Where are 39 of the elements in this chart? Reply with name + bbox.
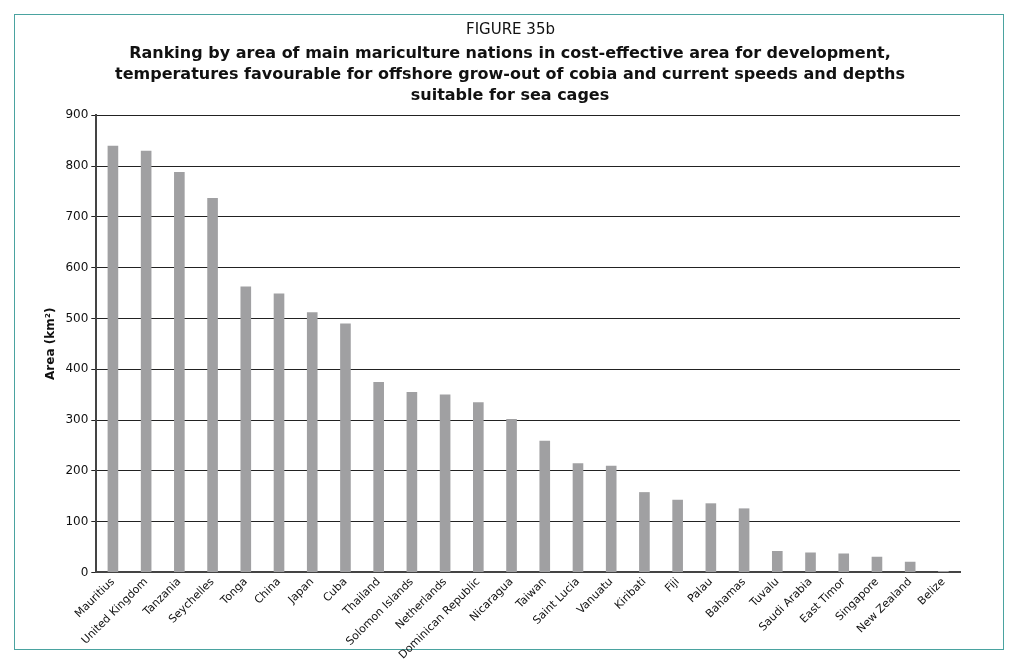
- y-tick-label: 700: [65, 208, 89, 223]
- bar: [373, 381, 384, 572]
- bar: [506, 418, 517, 572]
- chart-title: FIGURE 35b: [465, 20, 556, 38]
- bar: [838, 553, 850, 572]
- y-tick-label: 600: [65, 259, 89, 274]
- bar: [306, 312, 318, 572]
- bar: [605, 465, 617, 572]
- y-tick-label: 900: [65, 107, 89, 122]
- y-tick-label: 0: [80, 564, 89, 579]
- bar: [572, 463, 584, 572]
- bar: [240, 286, 252, 572]
- bar: [140, 150, 152, 572]
- bar: [539, 440, 551, 572]
- chart-subtitle: Ranking by area of main mariculture nations in cost-effective area for development, temperatures favourable for offshore grow-out of cobia and current speeds and depths suitable for sea cages: [114, 42, 906, 105]
- bar: [771, 551, 783, 572]
- bar: [805, 552, 816, 572]
- bar: [406, 392, 418, 572]
- bar: [439, 394, 451, 572]
- bar: [107, 145, 119, 572]
- bar: [174, 172, 185, 572]
- bar: [639, 492, 650, 572]
- bar: [273, 293, 285, 572]
- bar: [340, 323, 351, 572]
- y-tick-label: 800: [65, 158, 89, 173]
- bar: [207, 198, 218, 572]
- x-tick-label: Fiji: [662, 575, 682, 595]
- bar: [672, 499, 683, 572]
- bar: [705, 503, 717, 572]
- bar: [738, 508, 750, 572]
- y-tick-label: 400: [65, 361, 89, 376]
- y-axis-title: Area (km²): [43, 307, 58, 380]
- bar: [473, 402, 484, 572]
- y-tick-label: 100: [65, 513, 89, 528]
- bar: [871, 556, 883, 572]
- y-tick-label: 200: [65, 462, 89, 477]
- bar: [904, 561, 916, 572]
- y-tick-label: 500: [65, 310, 89, 325]
- y-tick-label: 300: [65, 412, 89, 427]
